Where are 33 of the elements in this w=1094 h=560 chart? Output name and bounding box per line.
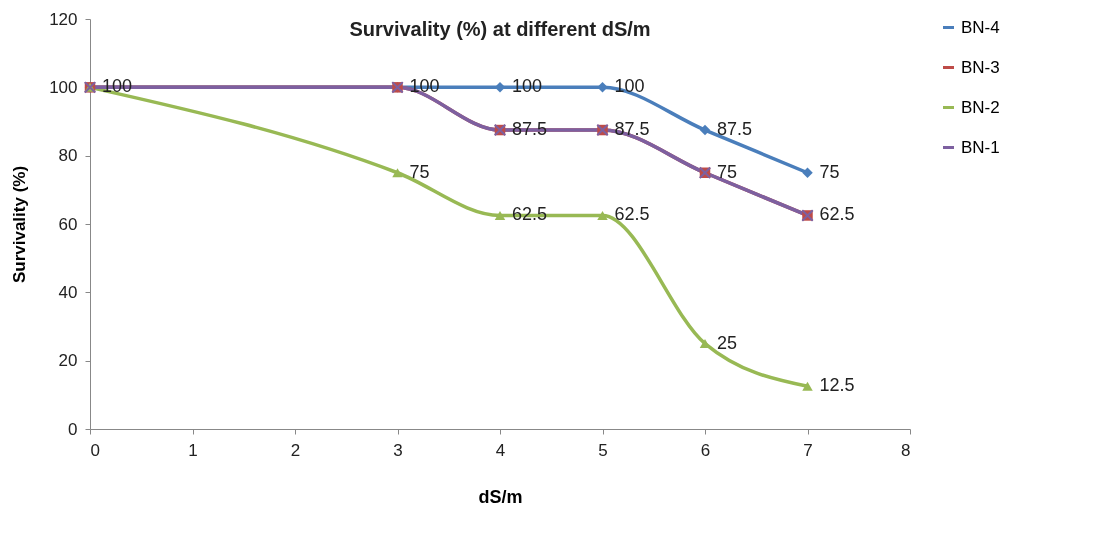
data-label: 100 (614, 76, 645, 97)
data-label: 12.5 (819, 375, 855, 396)
x-tick-label: 0 (90, 440, 100, 460)
x-tick-label: 2 (290, 440, 301, 460)
legend-label: BN-1 (961, 137, 1000, 157)
data-label: 75 (717, 161, 738, 182)
x-tick-label: 5 (598, 440, 608, 460)
chart-title: Survivality (%) at different dS/m (349, 18, 651, 40)
data-label: 87.5 (717, 119, 753, 140)
x-tick-label: 4 (495, 440, 506, 460)
legend-label: BN-2 (961, 97, 1000, 117)
data-label: 87.5 (614, 119, 650, 140)
x-tick-label: 6 (700, 440, 711, 460)
y-tick-label: 100 (49, 77, 78, 97)
legend-label: BN-4 (961, 17, 1000, 37)
y-tick-label: 60 (58, 214, 78, 234)
y-tick-label: 40 (58, 282, 78, 302)
y-tick-label: 80 (58, 146, 78, 166)
legend-label: BN-3 (961, 57, 1000, 77)
x-axis-title: dS/m (478, 486, 523, 507)
data-label: 62.5 (819, 204, 855, 225)
y-tick-label: 120 (49, 9, 78, 29)
y-tick-label: 20 (58, 351, 78, 371)
x-tick-label: 8 (901, 440, 911, 460)
x-tick-label: 7 (803, 440, 813, 460)
x-tick-label: 3 (393, 440, 403, 460)
data-label: 62.5 (614, 204, 650, 225)
y-axis-title: Survivality (%) (10, 165, 30, 284)
data-label: 25 (717, 332, 738, 353)
data-label: 75 (409, 161, 430, 182)
data-label: 75 (819, 161, 840, 182)
x-tick-label: 1 (188, 440, 198, 460)
y-tick-label: 0 (68, 419, 78, 439)
